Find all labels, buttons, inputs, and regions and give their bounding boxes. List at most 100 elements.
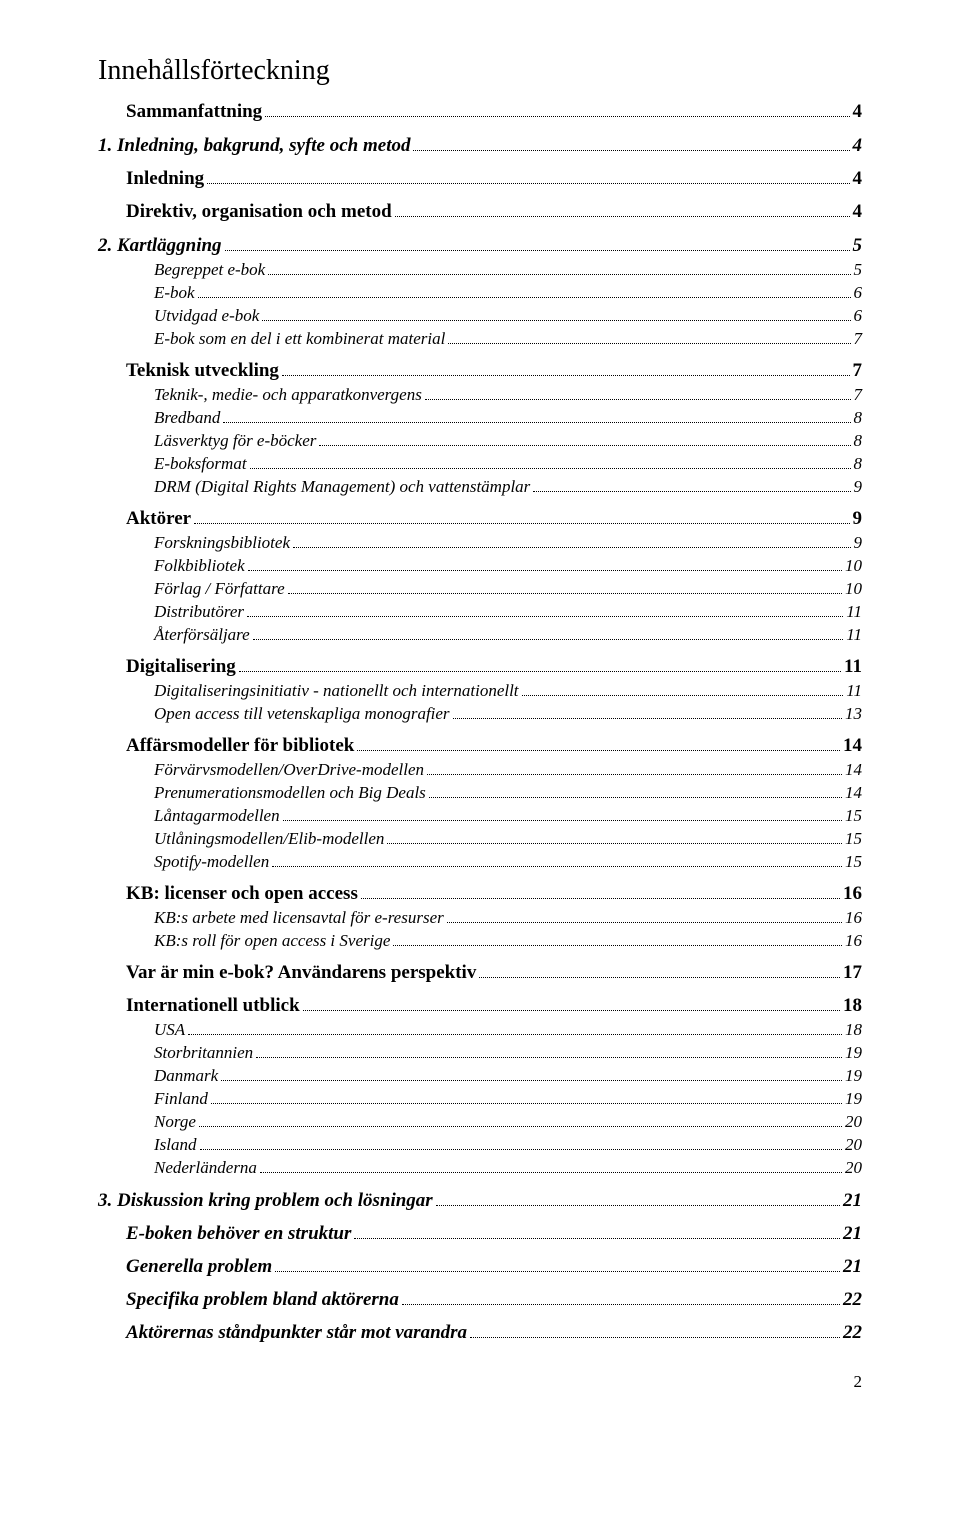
toc-entry: Teknik-, medie- och apparatkonvergens 7	[154, 385, 862, 405]
toc-leader-dots	[275, 1271, 840, 1272]
toc-entry: Open access till vetenskapliga monografi…	[154, 704, 862, 724]
toc-leader-dots	[247, 616, 843, 617]
toc-entry: Digitaliseringsinitiativ - nationellt oc…	[154, 681, 862, 701]
toc-entry-page: 6	[854, 306, 863, 326]
toc-entry-label: Danmark	[154, 1066, 218, 1086]
toc-entry-label: Begreppet e-bok	[154, 260, 265, 280]
toc-entry-label: Bredband	[154, 408, 220, 428]
toc-entry-page: 14	[843, 735, 862, 757]
page-number: 2	[98, 1372, 862, 1392]
toc-entry: Förlag / Författare10	[154, 579, 862, 599]
toc-entry-label: Låntagarmodellen	[154, 806, 280, 826]
toc-entry-page: 21	[843, 1190, 862, 1212]
toc-entry: 2. Kartläggning5	[98, 235, 862, 257]
toc-entry-page: 9	[854, 533, 863, 553]
toc-entry-page: 8	[854, 431, 863, 451]
toc-entry-label: Förlag / Författare	[154, 579, 285, 599]
toc-leader-dots	[200, 1149, 843, 1150]
toc-leader-dots	[479, 977, 840, 978]
toc-entry-page: 11	[844, 656, 862, 678]
toc-entry: Aktörer9	[126, 508, 862, 530]
toc-leader-dots	[293, 547, 851, 548]
toc-entry: Digitalisering 11	[126, 656, 862, 678]
toc-entry: Affärsmodeller för bibliotek 14	[126, 735, 862, 757]
toc-entry-label: 1. Inledning, bakgrund, syfte och metod	[98, 135, 410, 157]
toc-entry-label: Open access till vetenskapliga monografi…	[154, 704, 450, 724]
toc-entry-label: Aktörernas ståndpunkter står mot varandr…	[126, 1322, 467, 1344]
toc-entry-page: 8	[854, 454, 863, 474]
toc-entry: Prenumerationsmodellen och Big Deals14	[154, 783, 862, 803]
toc-entry-label: Internationell utblick	[126, 995, 300, 1017]
toc-entry-page: 7	[854, 329, 863, 349]
toc-leader-dots	[253, 639, 844, 640]
toc-entry-page: 20	[845, 1135, 862, 1155]
toc-leader-dots	[533, 491, 850, 492]
toc-entry: E-bok 6	[154, 283, 862, 303]
toc-entry-label: Sammanfattning	[126, 101, 262, 123]
toc-leader-dots	[453, 718, 842, 719]
toc-entry-label: Förvärvsmodellen/OverDrive-modellen	[154, 760, 424, 780]
toc-entry-page: 4	[853, 201, 863, 223]
toc-entry-label: E-boksformat	[154, 454, 247, 474]
toc-entry: Spotify-modellen15	[154, 852, 862, 872]
toc-entry-page: 19	[845, 1066, 862, 1086]
toc-entry-label: Folkbibliotek	[154, 556, 245, 576]
toc-entry: Begreppet e-bok5	[154, 260, 862, 280]
toc-leader-dots	[393, 945, 842, 946]
toc-entry-page: 10	[845, 556, 862, 576]
toc-leader-dots	[188, 1034, 842, 1035]
toc-leader-dots	[387, 843, 842, 844]
toc-entry-page: 16	[845, 908, 862, 928]
toc-entry-label: E-boken behöver en struktur	[126, 1223, 351, 1245]
toc-entry-label: KB:s roll för open access i Sverige	[154, 931, 390, 951]
toc-entry-page: 6	[854, 283, 863, 303]
toc-leader-dots	[413, 150, 849, 151]
page-title: Innehållsförteckning	[98, 55, 862, 87]
toc-entry-page: 7	[854, 385, 863, 405]
toc-entry-label: Affärsmodeller för bibliotek	[126, 735, 354, 757]
toc-leader-dots	[427, 774, 842, 775]
toc-leader-dots	[260, 1172, 842, 1173]
toc-leader-dots	[250, 468, 851, 469]
toc-entry-label: Aktörer	[126, 508, 191, 530]
toc-entry-label: Nederländerna	[154, 1158, 257, 1178]
toc-entry-page: 7	[853, 360, 863, 382]
toc-entry: Utlåningsmodellen/Elib-modellen15	[154, 829, 862, 849]
toc-entry: Aktörernas ståndpunkter står mot varandr…	[126, 1322, 862, 1344]
toc-entry-page: 19	[845, 1043, 862, 1063]
toc-leader-dots	[429, 797, 842, 798]
toc-entry-label: Digitalisering	[126, 656, 236, 678]
toc-leader-dots	[248, 570, 842, 571]
toc-entry-label: Teknik-, medie- och apparatkonvergens	[154, 385, 422, 405]
toc-leader-dots	[425, 399, 851, 400]
toc-entry: Internationell utblick18	[126, 995, 862, 1017]
toc-entry: E-boken behöver en struktur21	[126, 1223, 862, 1245]
toc-entry-page: 11	[846, 681, 862, 701]
toc-leader-dots	[198, 297, 851, 298]
toc-entry-label: Forskningsbibliotek	[154, 533, 290, 553]
toc-leader-dots	[470, 1337, 840, 1338]
toc-leader-dots	[402, 1304, 840, 1305]
toc-entry: Återförsäljare11	[154, 625, 862, 645]
toc-entry-label: Finland	[154, 1089, 208, 1109]
toc-entry-label: E-bok	[154, 283, 195, 303]
toc-entry: Låntagarmodellen15	[154, 806, 862, 826]
toc-entry: Distributörer11	[154, 602, 862, 622]
toc-entry-page: 17	[843, 962, 862, 984]
toc-entry-page: 4	[853, 101, 863, 123]
toc-entry: Folkbibliotek 10	[154, 556, 862, 576]
toc-entry-label: Specifika problem bland aktörerna	[126, 1289, 399, 1311]
toc-entry-page: 18	[845, 1020, 862, 1040]
toc-entry: KB:s arbete med licensavtal för e-resurs…	[154, 908, 862, 928]
toc-entry-page: 14	[845, 783, 862, 803]
toc-entry-label: Direktiv, organisation och metod	[126, 201, 392, 223]
toc-entry-page: 9	[854, 477, 863, 497]
toc-entry-label: KB:s arbete med licensavtal för e-resurs…	[154, 908, 444, 928]
toc-entry: USA18	[154, 1020, 862, 1040]
toc-leader-dots	[447, 922, 842, 923]
toc-leader-dots	[221, 1080, 842, 1081]
toc-entry: Forskningsbibliotek 9	[154, 533, 862, 553]
toc-entry: Läsverktyg för e-böcker8	[154, 431, 862, 451]
toc-leader-dots	[239, 671, 841, 672]
toc-entry-label: Storbritannien	[154, 1043, 253, 1063]
